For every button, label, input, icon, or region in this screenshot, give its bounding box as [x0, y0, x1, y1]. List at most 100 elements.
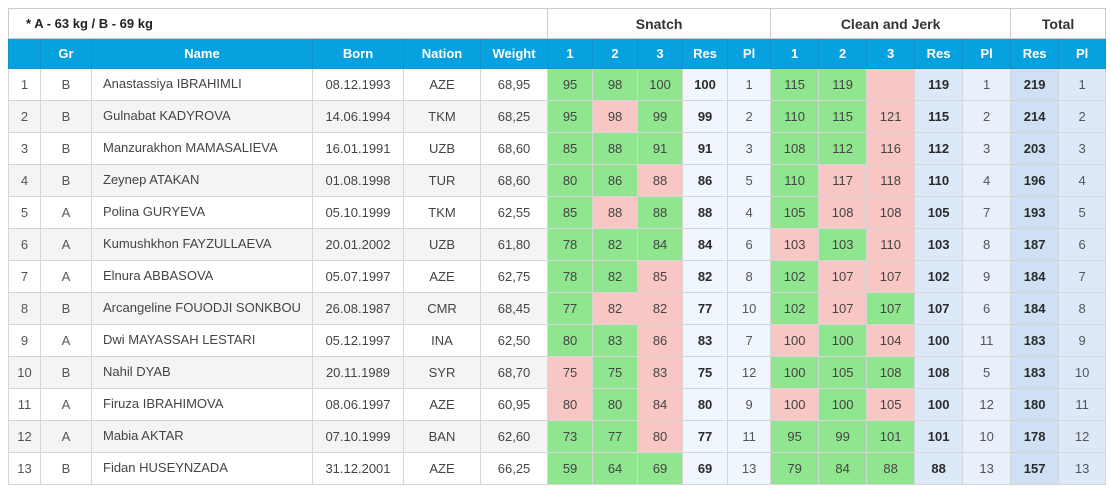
snatch-place-cell: 11 — [727, 420, 772, 453]
bodyweight-cell: 61,80 — [479, 228, 549, 261]
table-row: 7 A Elnura ABBASOVA 05.07.1997 AZE 62,75… — [8, 260, 1107, 293]
athlete-name-cell: Firuza IBRAHIMOVA — [91, 388, 313, 421]
col-header-total-pl: Pl — [1058, 38, 1107, 69]
cj-place-cell: 9 — [962, 260, 1012, 293]
total-place-cell: 2 — [1058, 100, 1107, 133]
total-result-cell: 183 — [1010, 356, 1060, 389]
snatch-attempt-2-cell: 82 — [592, 260, 639, 293]
group-cell: A — [40, 196, 92, 229]
total-result-cell: 180 — [1010, 388, 1060, 421]
snatch-place-cell: 6 — [727, 228, 772, 261]
athlete-name-cell: Nahil DYAB — [91, 356, 313, 389]
group-header-row: * A - 63 kg / B - 69 kg Snatch Clean and… — [7, 8, 1107, 39]
snatch-attempt-2-cell: 88 — [592, 196, 639, 229]
cj-place-cell: 10 — [962, 420, 1012, 453]
cj-place-cell: 12 — [962, 388, 1012, 421]
rank-cell: 6 — [8, 228, 41, 261]
col-header-cj-1: 1 — [770, 38, 820, 69]
snatch-place-cell: 1 — [727, 68, 772, 101]
results-page: * A - 63 kg / B - 69 kg Snatch Clean and… — [0, 8, 1111, 497]
born-cell: 26.08.1987 — [312, 292, 404, 325]
total-place-cell: 13 — [1058, 452, 1107, 485]
cj-result-cell: 107 — [914, 292, 964, 325]
col-header-cj-3: 3 — [866, 38, 916, 69]
cj-place-cell: 7 — [962, 196, 1012, 229]
col-header-snatch-res: Res — [682, 38, 729, 69]
results-table: * A - 63 kg / B - 69 kg Snatch Clean and… — [7, 8, 1107, 485]
total-place-cell: 5 — [1058, 196, 1107, 229]
nation-cell: TKM — [403, 100, 481, 133]
snatch-place-cell: 10 — [727, 292, 772, 325]
rank-cell: 13 — [8, 452, 41, 485]
bodyweight-cell: 66,25 — [479, 452, 549, 485]
group-cell: A — [40, 260, 92, 293]
nation-cell: AZE — [403, 68, 481, 101]
cj-attempt-2-cell: 119 — [818, 68, 868, 101]
cj-result-cell: 105 — [914, 196, 964, 229]
cj-attempt-2-cell: 115 — [818, 100, 868, 133]
group-cell: B — [40, 164, 92, 197]
total-place-cell: 3 — [1058, 132, 1107, 165]
total-result-cell: 187 — [1010, 228, 1060, 261]
snatch-attempt-2-cell: 80 — [592, 388, 639, 421]
cj-attempt-1-cell: 100 — [770, 356, 820, 389]
snatch-place-cell: 2 — [727, 100, 772, 133]
snatch-attempt-2-cell: 82 — [592, 292, 639, 325]
cj-place-cell: 4 — [962, 164, 1012, 197]
nation-cell: BAN — [403, 420, 481, 453]
snatch-attempt-2-cell: 82 — [592, 228, 639, 261]
bodyweight-cell: 60,95 — [479, 388, 549, 421]
cj-attempt-2-cell: 107 — [818, 260, 868, 293]
cj-attempt-3-cell: 116 — [866, 132, 916, 165]
cj-attempt-3-cell: 107 — [866, 260, 916, 293]
rank-cell: 2 — [8, 100, 41, 133]
snatch-result-cell: 77 — [682, 420, 729, 453]
cj-attempt-2-cell: 105 — [818, 356, 868, 389]
col-header-total-res: Res — [1010, 38, 1060, 69]
athlete-name-cell: Manzurakhon MAMASALIEVA — [91, 132, 313, 165]
snatch-place-cell: 9 — [727, 388, 772, 421]
cj-attempt-3-cell: 110 — [866, 228, 916, 261]
cj-place-cell: 13 — [962, 452, 1012, 485]
snatch-attempt-3-cell: 83 — [637, 356, 684, 389]
snatch-attempt-1-cell: 85 — [547, 132, 594, 165]
col-header-snatch-2: 2 — [592, 38, 639, 69]
cj-attempt-1-cell: 95 — [770, 420, 820, 453]
cj-attempt-1-cell: 100 — [770, 324, 820, 357]
group-cell: B — [40, 100, 92, 133]
cj-place-cell: 3 — [962, 132, 1012, 165]
col-header-cj-res: Res — [914, 38, 964, 69]
group-header-snatch: Snatch — [547, 8, 772, 39]
group-cell: B — [40, 452, 92, 485]
snatch-result-cell: 80 — [682, 388, 729, 421]
cj-attempt-2-cell: 103 — [818, 228, 868, 261]
nation-cell: UZB — [403, 228, 481, 261]
snatch-attempt-1-cell: 73 — [547, 420, 594, 453]
snatch-place-cell: 5 — [727, 164, 772, 197]
snatch-place-cell: 8 — [727, 260, 772, 293]
snatch-result-cell: 84 — [682, 228, 729, 261]
col-header-gr: Gr — [40, 38, 92, 69]
born-cell: 05.07.1997 — [312, 260, 404, 293]
snatch-attempt-1-cell: 78 — [547, 228, 594, 261]
col-header-snatch-1: 1 — [547, 38, 594, 69]
cj-attempt-2-cell: 108 — [818, 196, 868, 229]
athlete-name-cell: Polina GURYEVA — [91, 196, 313, 229]
col-header-name: Name — [91, 38, 313, 69]
total-place-cell: 12 — [1058, 420, 1107, 453]
born-cell: 31.12.2001 — [312, 452, 404, 485]
snatch-attempt-3-cell: 91 — [637, 132, 684, 165]
snatch-attempt-3-cell: 88 — [637, 164, 684, 197]
bodyweight-cell: 68,60 — [479, 164, 549, 197]
group-cell: A — [40, 228, 92, 261]
snatch-attempt-3-cell: 84 — [637, 388, 684, 421]
table-row: 13 B Fidan HUSEYNZADA 31.12.2001 AZE 66,… — [8, 452, 1107, 485]
snatch-attempt-3-cell: 86 — [637, 324, 684, 357]
athlete-name-cell: Mabia AKTAR — [91, 420, 313, 453]
cj-attempt-3-cell: 121 — [866, 100, 916, 133]
cj-attempt-2-cell: 117 — [818, 164, 868, 197]
cj-attempt-1-cell: 115 — [770, 68, 820, 101]
cj-place-cell: 11 — [962, 324, 1012, 357]
cj-result-cell: 115 — [914, 100, 964, 133]
born-cell: 05.12.1997 — [312, 324, 404, 357]
